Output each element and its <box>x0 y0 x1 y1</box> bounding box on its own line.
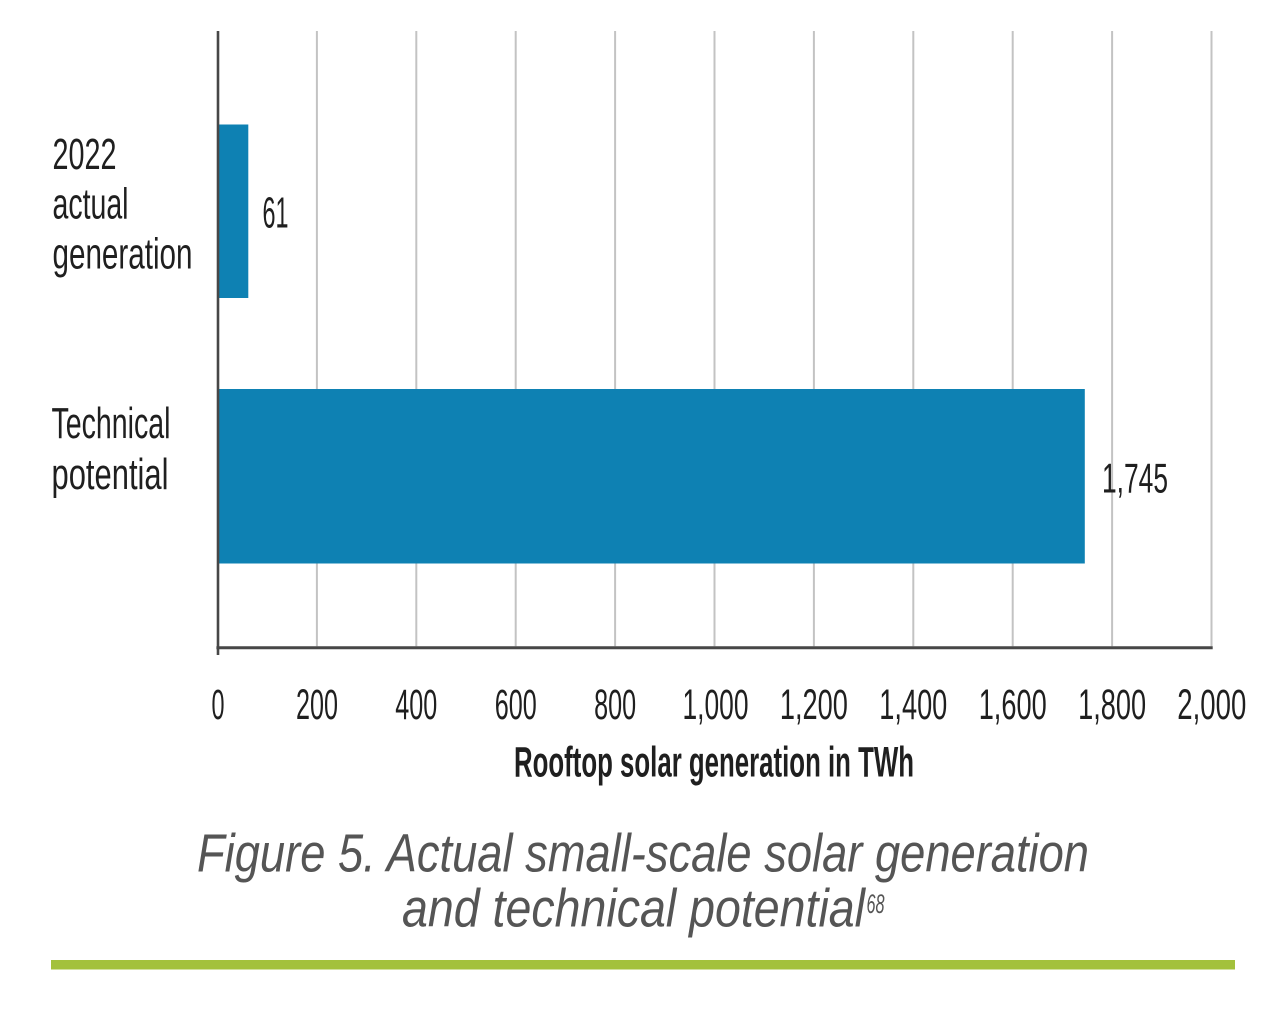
svg-text:0: 0 <box>212 681 225 729</box>
svg-text:800: 800 <box>594 681 636 729</box>
svg-text:1,000: 1,000 <box>683 681 749 729</box>
svg-text:potential: potential <box>52 450 169 499</box>
svg-text:2,000: 2,000 <box>1177 681 1246 729</box>
svg-text:600: 600 <box>495 681 537 729</box>
svg-text:400: 400 <box>395 681 437 729</box>
svg-text:1,600: 1,600 <box>979 681 1047 729</box>
svg-text:61: 61 <box>263 189 289 238</box>
svg-text:1,745: 1,745 <box>1102 455 1168 502</box>
svg-text:generation: generation <box>53 230 193 279</box>
svg-text:200: 200 <box>296 681 338 729</box>
svg-text:1,200: 1,200 <box>780 681 848 729</box>
svg-text:1,800: 1,800 <box>1078 681 1146 729</box>
svg-text:actual: actual <box>53 180 129 229</box>
svg-text:68: 68 <box>867 889 885 919</box>
svg-text:2022: 2022 <box>53 130 117 179</box>
svg-text:and technical potential: and technical potential <box>402 879 867 939</box>
svg-text:1,400: 1,400 <box>879 681 947 729</box>
svg-text:Technical: Technical <box>52 399 171 448</box>
svg-text:Rooftop solar generation in TW: Rooftop solar generation in TWh <box>514 738 914 786</box>
svg-text:Figure 5. Actual small-scale s: Figure 5. Actual small-scale solar gener… <box>197 824 1089 884</box>
